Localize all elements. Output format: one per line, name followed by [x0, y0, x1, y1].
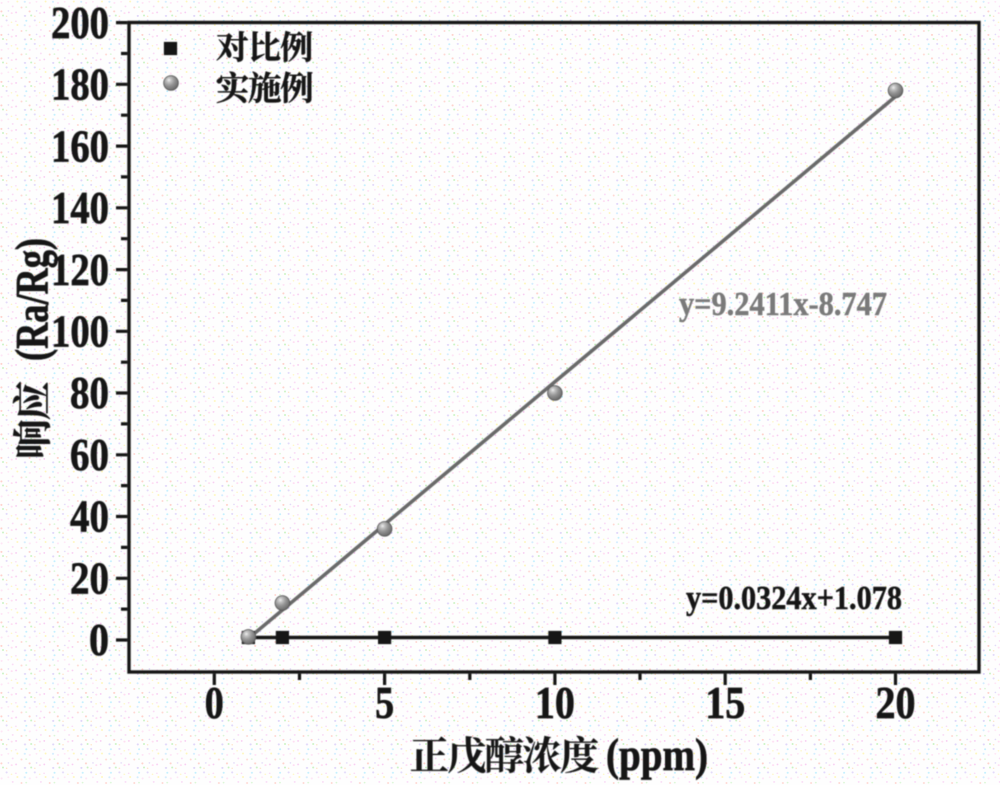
svg-text:y=9.2411x-8.747: y=9.2411x-8.747: [679, 286, 887, 323]
svg-text:15: 15: [705, 677, 745, 728]
svg-text:(Ra/Rg): (Ra/Rg): [7, 238, 59, 361]
svg-text:20: 20: [876, 677, 916, 728]
svg-text:20: 20: [70, 553, 109, 604]
svg-text:80: 80: [70, 367, 109, 418]
svg-text:100: 100: [51, 306, 109, 357]
svg-text:10: 10: [535, 677, 575, 728]
svg-text:(ppm): (ppm): [606, 729, 708, 780]
svg-text:5: 5: [375, 677, 394, 728]
svg-text:140: 140: [51, 182, 109, 233]
svg-text:0: 0: [205, 677, 224, 728]
svg-text:40: 40: [70, 491, 109, 542]
svg-text:0: 0: [89, 614, 109, 665]
svg-text:200: 200: [51, 0, 109, 48]
svg-text:120: 120: [51, 244, 109, 295]
svg-text:160: 160: [51, 120, 109, 171]
svg-text:60: 60: [70, 429, 109, 480]
svg-text:y=0.0324x+1.078: y=0.0324x+1.078: [686, 580, 902, 617]
svg-text:180: 180: [51, 59, 109, 110]
